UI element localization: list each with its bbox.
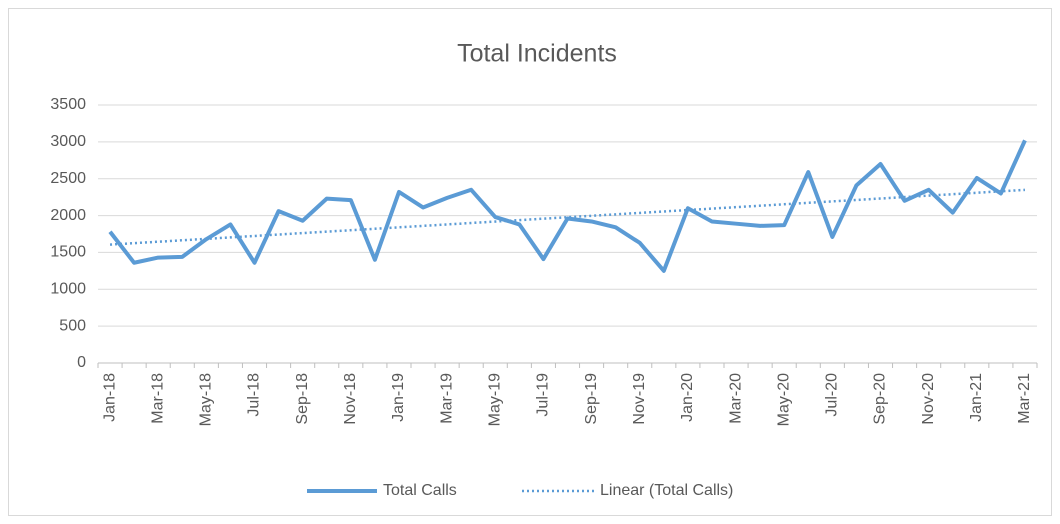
legend-label: Total Calls [383,482,457,499]
x-tick-label: Nov-20 [920,373,937,425]
x-tick-label: Jul-19 [535,373,552,417]
x-tick-label: Sep-20 [872,373,889,425]
y-tick-label: 2000 [50,207,86,224]
y-tick-label: 1500 [50,244,86,261]
y-tick-label: 0 [77,354,86,371]
x-tick-label: Jan-20 [679,373,696,422]
y-tick-label: 1000 [50,281,86,298]
x-tick-label: Sep-19 [583,373,600,425]
x-tick-label: Sep-18 [294,373,311,425]
data-line [108,139,1027,273]
x-tick-label: Jul-20 [824,373,841,417]
x-tick-label: Nov-19 [631,373,648,425]
x-tick-label: May-18 [198,373,215,426]
x-tick-label: May-20 [775,373,792,426]
x-tick-label: Nov-18 [342,373,359,425]
x-tick-label: Mar-20 [727,373,744,424]
chart-border [8,8,1052,516]
x-tick-label: Jan-18 [101,373,118,422]
chart-title: Total Incidents [457,40,617,68]
y-tick-label: 500 [59,317,86,334]
x-tick-label: Mar-18 [149,373,166,424]
x-tick-label: Mar-19 [438,373,455,424]
y-tick-label: 3500 [50,96,86,113]
legend-label: Linear (Total Calls) [600,482,733,499]
x-tick-label: Jan-21 [968,373,985,422]
x-tick-label: Mar-21 [1016,373,1033,424]
x-tick-label: Jan-19 [390,373,407,422]
x-tick-label: Jul-18 [246,373,263,417]
y-tick-label: 2500 [50,170,86,187]
x-tick-label: May-19 [486,373,503,426]
y-tick-label: 3000 [50,133,86,150]
